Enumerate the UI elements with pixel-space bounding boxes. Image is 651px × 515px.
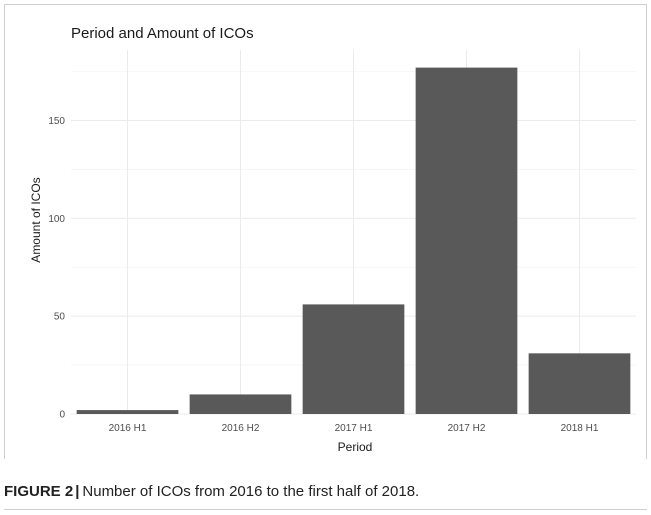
x-tick-labels: 2016 H1 2016 H2 2017 H1 2017 H2 2018 H1 <box>109 423 599 434</box>
figure-caption: FIGURE 2 | Number of ICOs from 2016 to the… <box>4 483 647 500</box>
x-tick-label: 2017 H2 <box>448 423 486 434</box>
y-tick-label: 150 <box>48 116 65 127</box>
bar-chart: Period and Amount of ICOs 0 50 100 150 2016… <box>29 25 636 454</box>
x-tick-label: 2016 H1 <box>109 423 147 434</box>
y-tick-labels: 0 50 100 150 <box>48 116 65 421</box>
x-tick-label: 2017 H1 <box>335 423 373 434</box>
y-tick-label: 50 <box>54 312 66 323</box>
caption-separator: | <box>75 483 80 500</box>
x-tick-label: 2016 H2 <box>222 423 260 434</box>
caption-text: Number of ICOs from 2016 to the first ha… <box>82 483 420 500</box>
bar <box>189 394 292 414</box>
caption-label: FIGURE 2 <box>4 483 74 500</box>
figure-frame <box>4 4 647 459</box>
bar <box>415 67 518 414</box>
caption-rule <box>4 509 647 510</box>
y-tick-label: 0 <box>59 410 65 421</box>
bar <box>302 304 405 414</box>
bar-layer <box>76 67 631 414</box>
bar <box>528 353 631 414</box>
x-tick-label: 2018 H1 <box>561 423 599 434</box>
bar <box>76 410 179 414</box>
chart-title: Period and Amount of ICOs <box>71 25 254 42</box>
y-tick-label: 100 <box>48 214 65 225</box>
x-axis-label: Period <box>338 440 373 454</box>
y-axis-label: Amount of ICOs <box>29 177 43 262</box>
